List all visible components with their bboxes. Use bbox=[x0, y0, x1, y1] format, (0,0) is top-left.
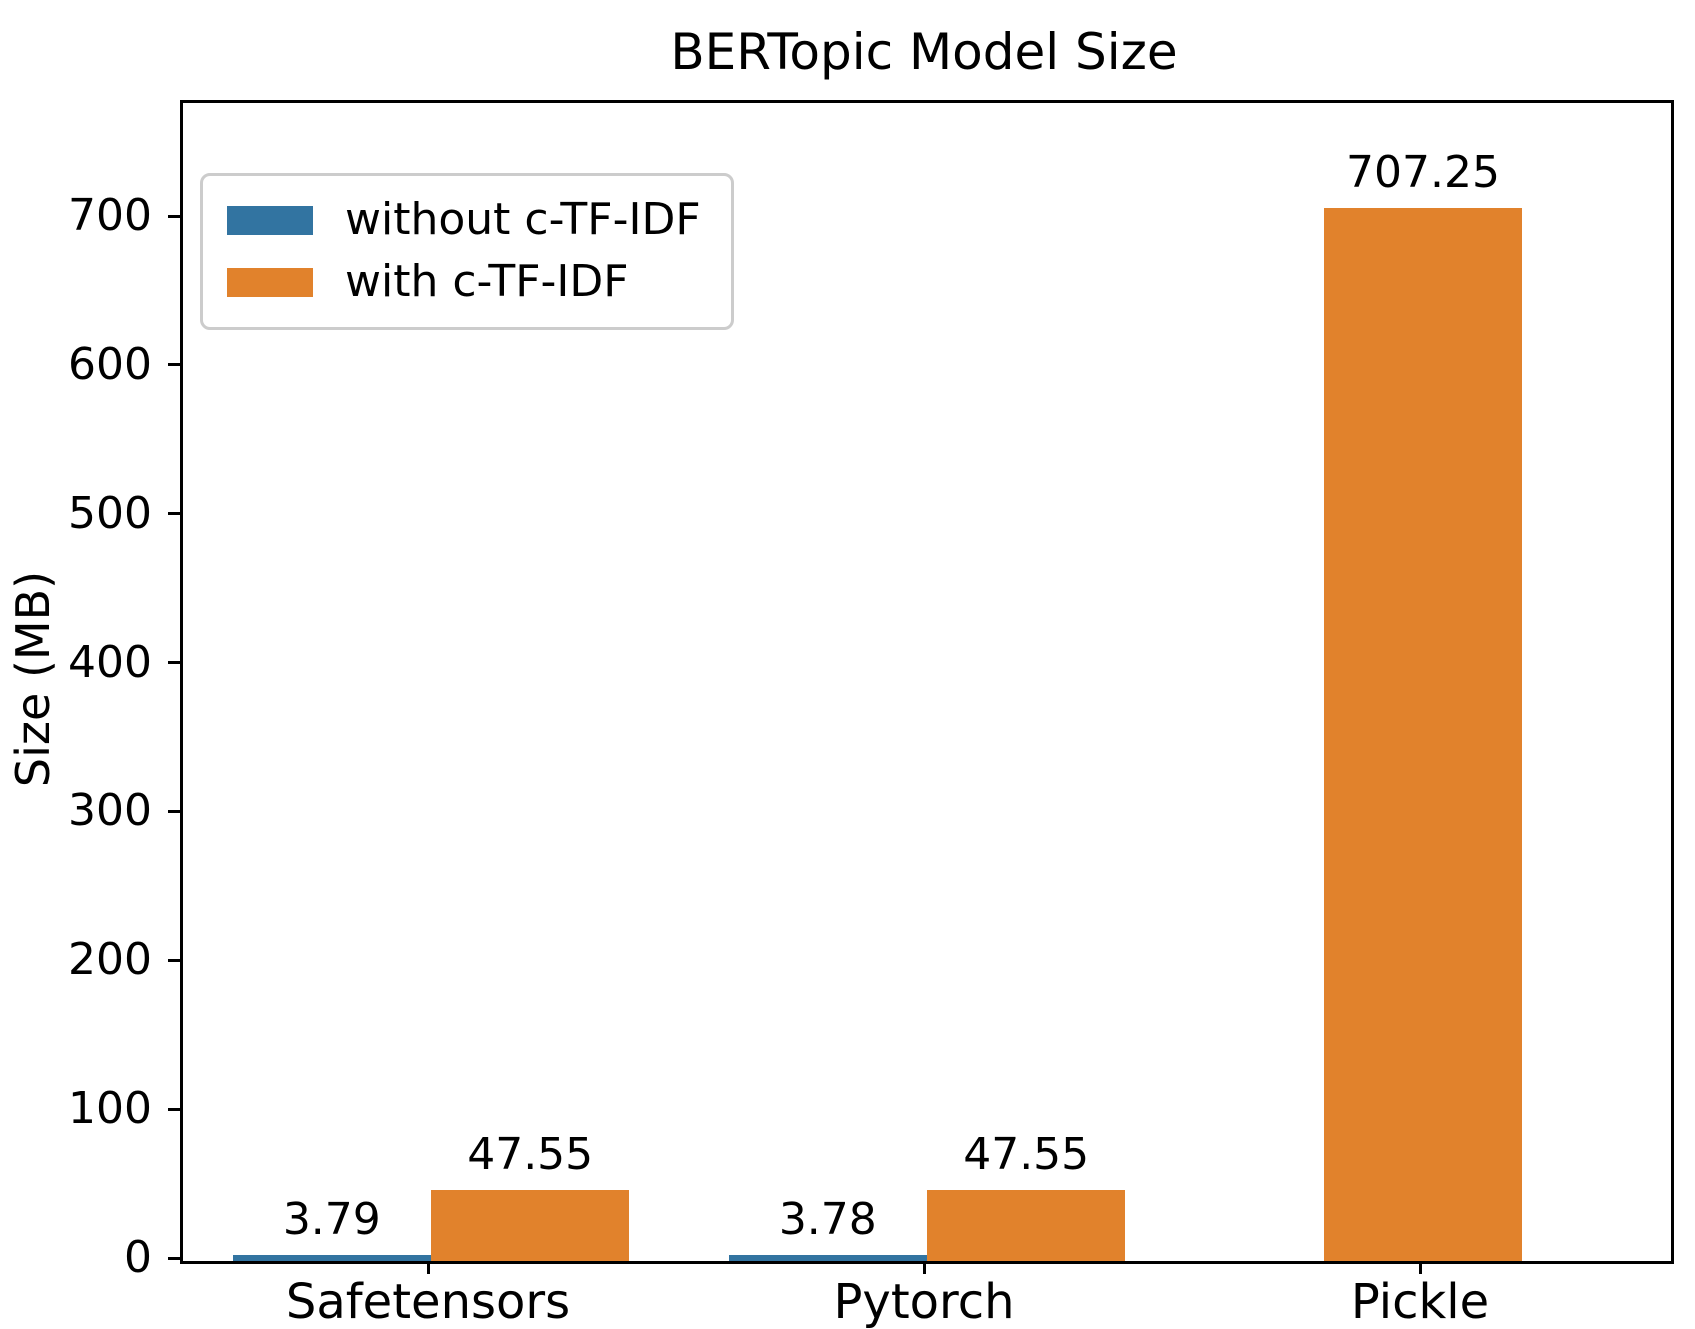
y-tick-label: 300 bbox=[68, 785, 152, 837]
y-tick-label: 400 bbox=[68, 636, 152, 688]
bar-safetensors-without-c-tf-idf bbox=[232, 1255, 431, 1261]
bar-value-label: 47.55 bbox=[963, 1129, 1090, 1181]
bar-value-label: 3.78 bbox=[778, 1194, 877, 1246]
bar-value-label: 707.25 bbox=[1346, 147, 1500, 199]
y-tick-mark bbox=[168, 1256, 180, 1260]
x-tick-label-pytorch: Pytorch bbox=[833, 1274, 1015, 1329]
chart-title: BERTopic Model Size bbox=[670, 23, 1178, 81]
y-tick-label: 500 bbox=[68, 487, 152, 539]
bar-value-label: 3.79 bbox=[282, 1194, 381, 1246]
y-tick-label: 100 bbox=[68, 1083, 152, 1135]
y-tick-mark bbox=[168, 214, 180, 218]
bar-value-label: 47.55 bbox=[467, 1129, 594, 1181]
y-tick-mark bbox=[168, 809, 180, 813]
y-tick-label: 0 bbox=[124, 1232, 152, 1283]
x-tick-mark bbox=[1418, 1261, 1422, 1274]
legend-swatch-with-ctfidf-icon bbox=[227, 268, 313, 298]
y-tick-mark bbox=[168, 958, 180, 962]
x-tick-mark bbox=[922, 1261, 926, 1274]
bar-pytorch-without-c-tf-idf bbox=[728, 1255, 927, 1261]
y-tick-mark bbox=[168, 661, 180, 665]
y-tick-label: 600 bbox=[68, 338, 152, 390]
y-tick-mark bbox=[168, 512, 180, 516]
legend-row-with-ctfidf: with c-TF-IDF bbox=[227, 256, 701, 308]
plot-area: 3.79 47.55 3.78 47.55 707.25 without c-TF-ID… bbox=[180, 100, 1674, 1264]
legend-swatch-without-ctfidf-icon bbox=[227, 205, 313, 235]
y-tick-label: 200 bbox=[68, 934, 152, 986]
legend: without c-TF-IDF with c-TF-IDF bbox=[200, 173, 734, 330]
y-tick-label: 700 bbox=[68, 190, 152, 242]
legend-label-with-ctfidf: with c-TF-IDF bbox=[345, 256, 629, 308]
bar-safetensors-with-c-tf-idf bbox=[431, 1190, 630, 1261]
legend-row-without-ctfidf: without c-TF-IDF bbox=[227, 194, 701, 245]
y-tick-mark bbox=[168, 363, 180, 367]
bar-pickle-with-c-tf-idf bbox=[1323, 208, 1523, 1261]
x-tick-label-pickle: Pickle bbox=[1350, 1274, 1490, 1329]
x-tick-label-safetensors: Safetensors bbox=[285, 1274, 571, 1329]
y-tick-mark bbox=[168, 1107, 180, 1111]
x-tick-mark bbox=[426, 1261, 430, 1274]
legend-label-without-ctfidf: without c-TF-IDF bbox=[345, 194, 701, 245]
bar-pytorch-with-c-tf-idf bbox=[927, 1190, 1126, 1261]
